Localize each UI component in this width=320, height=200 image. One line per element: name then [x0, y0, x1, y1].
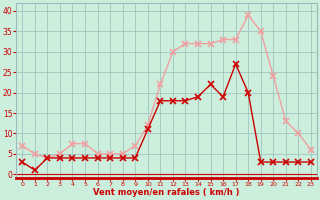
X-axis label: Vent moyen/en rafales ( km/h ): Vent moyen/en rafales ( km/h ) — [93, 188, 240, 197]
